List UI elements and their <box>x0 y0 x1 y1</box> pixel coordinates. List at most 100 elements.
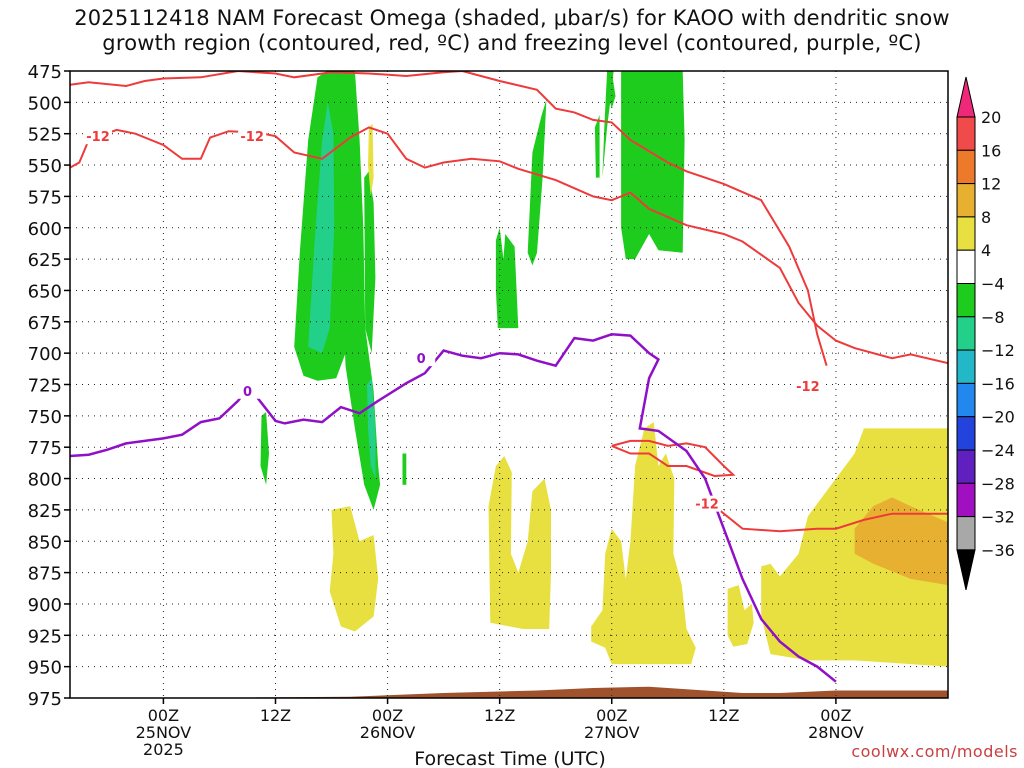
omega-upward-region-6 <box>495 227 519 329</box>
colorbar-swatch <box>956 316 976 351</box>
dgz-label-3: -12 <box>793 377 822 395</box>
x-tick-label: 12Z <box>484 706 515 725</box>
colorbar-label: −28 <box>981 474 1015 493</box>
contour-label-text: -12 <box>86 130 110 145</box>
contour-label-background <box>693 495 722 512</box>
chart-title: 2025112418 NAM Forecast Omega (shaded, μ… <box>0 6 1024 56</box>
x-tick-date-label: 27NOV <box>584 723 640 742</box>
colorbar-label: 4 <box>981 241 991 260</box>
colorbar-label: −4 <box>981 275 1005 294</box>
colorbar-swatch <box>956 449 976 484</box>
colorbar-label: 8 <box>981 208 991 227</box>
dgz-contour-low <box>695 500 948 533</box>
x-tick-date-label: 28NOV <box>808 723 864 742</box>
dgz-contour-lower <box>70 71 828 366</box>
contour-label-background <box>793 377 822 394</box>
y-tick-label: 575 <box>28 187 62 208</box>
colorbar-swatch <box>956 183 976 218</box>
y-tick-label: 625 <box>28 250 62 271</box>
y-tick-label: 800 <box>28 470 62 491</box>
colorbar-label: −32 <box>981 508 1015 527</box>
y-tick-label: 550 <box>28 156 62 177</box>
y-tick-label: 925 <box>28 626 62 647</box>
omega-subsidence-region-4 <box>727 585 754 647</box>
colorbar-label: −16 <box>981 374 1015 393</box>
y-tick-label: 700 <box>28 344 62 365</box>
freezing-label-2: 0 <box>407 350 436 367</box>
omega-strong-upward-region-1 <box>308 102 335 354</box>
contour-label-text: 0 <box>417 352 426 367</box>
y-tick-label: 850 <box>28 532 62 553</box>
colorbar-label: 12 <box>981 175 1001 194</box>
y-tick-label: 775 <box>28 438 62 459</box>
colorbar-swatch <box>956 516 976 551</box>
omega-upward-region-3 <box>364 171 376 354</box>
colorbar-label: −8 <box>981 308 1005 327</box>
x-tick-label: 00Z <box>820 706 851 725</box>
colorbar-label: −24 <box>981 441 1015 460</box>
dgz-contour-upper <box>70 126 948 365</box>
colorbar-label: 20 <box>981 108 1001 127</box>
colorbar-swatch <box>956 482 976 518</box>
y-tick-label: 825 <box>28 501 62 522</box>
y-tick-label: 900 <box>28 595 62 616</box>
x-tick-label: 00Z <box>372 706 403 725</box>
dgz-label-4: -12 <box>693 495 722 513</box>
colorbar-swatch <box>956 382 976 418</box>
contour-label-background <box>407 350 436 367</box>
contour-label-text: 0 <box>243 385 252 400</box>
omega-subsidence-thin-band <box>368 123 374 197</box>
dgz-label-2: -12 <box>238 128 267 145</box>
x-tick-date-label: 26NOV <box>360 723 416 742</box>
colorbar-bottom-arrow <box>956 549 976 591</box>
colorbar-swatch <box>956 249 976 284</box>
colorbar-label: −36 <box>981 541 1015 560</box>
colorbar-label: −12 <box>981 341 1015 360</box>
y-tick-label: 750 <box>28 407 62 428</box>
y-tick-label: 975 <box>28 689 62 710</box>
colorbar-top-arrow <box>956 76 976 118</box>
omega-upward-region-9 <box>594 114 600 178</box>
x-tick-label: 00Z <box>148 706 179 725</box>
x-tick-date-label: 25NOV <box>136 723 192 742</box>
omega-upward-region-7 <box>527 99 547 266</box>
y-tick-label: 500 <box>28 93 62 114</box>
terrain-underground <box>70 686 948 698</box>
colorbar-swatch <box>956 216 976 251</box>
colorbar-swatch <box>956 116 976 151</box>
contour-label-text: -12 <box>240 130 264 145</box>
x-tick-label: 12Z <box>260 706 291 725</box>
y-tick-label: 650 <box>28 281 62 302</box>
freezing-level-contour <box>70 333 837 683</box>
x-tick-label: 00Z <box>596 706 627 725</box>
y-tick-label: 875 <box>28 564 62 585</box>
title-line-1: 2025112418 NAM Forecast Omega (shaded, μ… <box>74 6 950 30</box>
title-line-2: growth region (contoured, red, ºC) and f… <box>102 31 922 55</box>
omega-subsidence-region-1 <box>329 506 379 632</box>
y-tick-label: 725 <box>28 376 62 397</box>
x-tick-year-label: 2025 <box>143 740 184 759</box>
contour-label-text: -12 <box>695 498 719 513</box>
omega-subsidence-region-2 <box>488 456 551 629</box>
colorbar-label: 16 <box>981 141 1001 160</box>
contour-label-background <box>238 128 267 145</box>
x-tick-label: 12Z <box>708 706 739 725</box>
freezing-label-1: 0 <box>233 382 262 400</box>
omega-upward-region-4 <box>260 412 269 485</box>
contour-label-background <box>233 382 262 399</box>
omega-strong-subsidence-region <box>854 497 948 586</box>
colorbar-label: −20 <box>981 408 1015 427</box>
dgz-label-1: -12 <box>84 128 113 145</box>
colorbar-swatch <box>956 416 976 451</box>
omega-subsidence-region-3 <box>591 422 696 665</box>
y-tick-label: 950 <box>28 658 62 679</box>
colorbar-swatch <box>956 149 976 185</box>
y-tick-label: 675 <box>28 313 62 334</box>
colorbar-swatch <box>956 283 976 318</box>
omega-upward-region-5 <box>402 453 407 485</box>
y-tick-label: 475 <box>28 62 62 83</box>
x-axis-label: Forecast Time (UTC) <box>414 748 605 768</box>
contour-label-text: -12 <box>796 380 820 395</box>
source-credit: coolwx.com/models <box>851 742 1018 761</box>
